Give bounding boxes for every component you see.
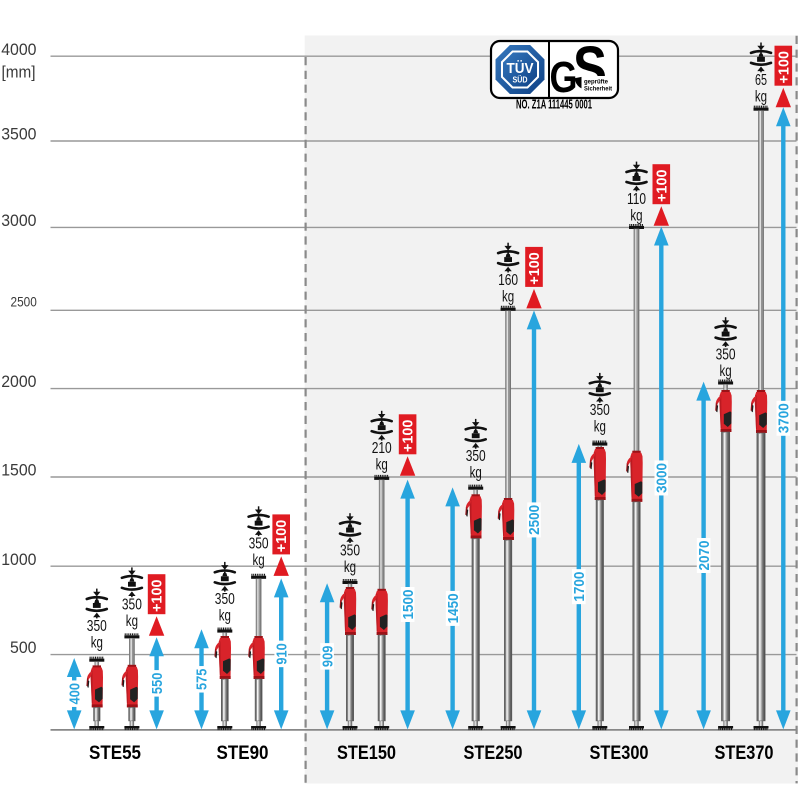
svg-text:2000: 2000: [1, 373, 36, 391]
svg-text:+100: +100: [274, 520, 290, 553]
svg-text:3000: 3000: [1, 212, 36, 230]
svg-text:160: 160: [498, 272, 518, 289]
svg-text:500: 500: [10, 639, 37, 657]
svg-text:575: 575: [195, 669, 211, 691]
svg-text:550: 550: [150, 673, 166, 695]
svg-text:STE55: STE55: [89, 742, 141, 764]
svg-text:1000: 1000: [1, 551, 36, 569]
svg-text:kg: kg: [594, 419, 606, 436]
svg-text:350: 350: [340, 543, 360, 560]
svg-text:kg: kg: [630, 207, 642, 224]
svg-text:STE90: STE90: [217, 742, 269, 764]
svg-text:NO. Z1A 111445 0001: NO. Z1A 111445 0001: [516, 98, 592, 112]
svg-text:geprüfte: geprüfte: [584, 79, 608, 86]
svg-text:kg: kg: [376, 457, 388, 474]
svg-text:TÜV: TÜV: [507, 60, 534, 77]
svg-text:910: 910: [274, 643, 290, 665]
svg-text:+100: +100: [654, 170, 670, 203]
svg-text:350: 350: [122, 597, 142, 614]
svg-text:kg: kg: [126, 613, 138, 630]
svg-text:kg: kg: [253, 552, 265, 569]
svg-text:STE150: STE150: [337, 742, 396, 764]
svg-text:350: 350: [716, 347, 736, 364]
svg-text:3500: 3500: [1, 126, 36, 144]
svg-text:350: 350: [590, 402, 610, 419]
svg-text:Sicherheit: Sicherheit: [584, 86, 613, 93]
svg-text:65: 65: [755, 72, 767, 89]
svg-text:4000: 4000: [1, 41, 36, 59]
svg-text:110: 110: [627, 191, 646, 208]
svg-text:kg: kg: [502, 289, 514, 306]
svg-text:kg: kg: [91, 634, 103, 651]
svg-text:909: 909: [320, 646, 336, 668]
svg-text:400: 400: [67, 683, 83, 705]
svg-text:2500: 2500: [11, 294, 37, 310]
svg-text:1500: 1500: [1, 462, 36, 480]
svg-text:kg: kg: [755, 88, 767, 105]
svg-text:kg: kg: [720, 363, 732, 380]
svg-text:3000: 3000: [655, 463, 671, 493]
svg-text:kg: kg: [344, 559, 356, 576]
svg-text:350: 350: [466, 448, 486, 465]
svg-text:G: G: [550, 53, 578, 102]
svg-text:STE250: STE250: [464, 742, 523, 764]
svg-text:+100: +100: [150, 580, 166, 613]
svg-text:350: 350: [87, 618, 107, 635]
svg-text:+100: +100: [776, 51, 792, 84]
svg-text:2070: 2070: [697, 541, 713, 571]
svg-text:kg: kg: [219, 608, 231, 625]
svg-text:350: 350: [215, 591, 235, 608]
svg-text:1700: 1700: [572, 572, 588, 602]
svg-text:+100: +100: [401, 420, 417, 453]
svg-text:2500: 2500: [527, 505, 543, 535]
svg-text:[mm]: [mm]: [2, 64, 36, 82]
svg-text:350: 350: [249, 536, 269, 553]
svg-text:1500: 1500: [401, 590, 417, 620]
svg-text:S: S: [573, 35, 607, 104]
svg-text:3700: 3700: [777, 403, 793, 433]
svg-text:+100: +100: [527, 252, 543, 285]
svg-text:kg: kg: [470, 465, 482, 482]
svg-text:STE370: STE370: [715, 742, 774, 764]
svg-text:210: 210: [372, 440, 392, 457]
svg-text:STE300: STE300: [590, 742, 649, 764]
svg-text:SÜD: SÜD: [513, 75, 528, 85]
svg-text:1450: 1450: [446, 593, 462, 623]
